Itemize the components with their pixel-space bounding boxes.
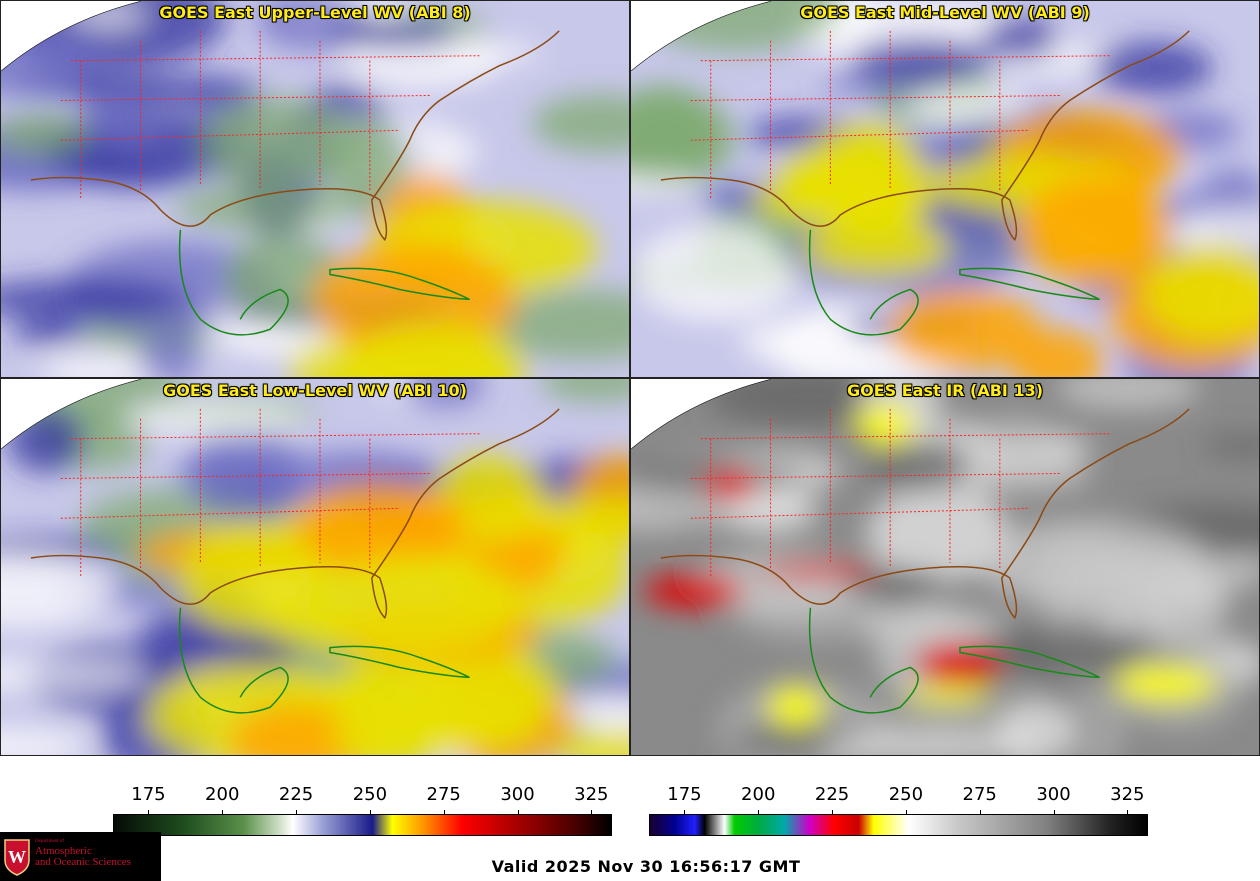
ir-colorbar [649, 814, 1148, 836]
wv-colorbar-ticks: 175 200 225 250 275 300 325 [113, 784, 612, 815]
panel-title: GOES East Mid-Level WV (ABI 9) [800, 3, 1090, 22]
colorbar-tick-label: 275 [426, 784, 461, 805]
colorbar-tick-mark [296, 810, 298, 815]
logo-atmospheric: Atmospheric [35, 845, 92, 857]
colorbar-tick-label: 225 [814, 784, 850, 805]
satellite-image-mid-level-wv [631, 1, 1259, 377]
colorbar-tick-label: 225 [278, 784, 314, 805]
colorbar-tick-label: 200 [741, 784, 776, 805]
panel-ir: GOES East IR (ABI 13) [630, 378, 1260, 756]
colorbar-tick-mark [758, 810, 760, 815]
colorbar-tick-mark [1127, 810, 1129, 815]
colorbar-tick-mark [832, 810, 834, 815]
panel-mid-level-wv: GOES East Mid-Level WV (ABI 9) [630, 0, 1260, 378]
satellite-image-low-level-wv [1, 379, 629, 755]
panel-low-level-wv: GOES East Low-Level WV (ABI 10) [0, 378, 630, 756]
colorbar-tick-mark [684, 810, 686, 815]
uw-crest-icon: W [4, 839, 30, 876]
colorbar-tick-label: 175 [131, 784, 166, 805]
colorbar-tick-mark [517, 810, 519, 815]
panel-title: GOES East IR (ABI 13) [846, 381, 1044, 400]
colorbar-tick-label: 175 [667, 784, 702, 805]
colorbar-tick-label: 275 [962, 784, 997, 805]
colorbar-tick-label: 200 [205, 784, 240, 805]
satellite-image-upper-level-wv [1, 1, 629, 377]
colorbar-tick-label: 325 [574, 784, 609, 805]
satellite-image-ir [631, 379, 1259, 755]
logo-oceanic-sciences: and Oceanic Sciences [35, 856, 131, 868]
uw-aos-logo: W Department of Atmospheric and Oceanic … [0, 832, 161, 881]
colorbar-tick-mark [222, 810, 224, 815]
colorbar-tick-mark [979, 810, 981, 815]
colorbar-tick-label: 300 [500, 784, 535, 805]
panel-upper-level-wv: GOES East Upper-Level WV (ABI 8) [0, 0, 630, 378]
panel-title: GOES East Low-Level WV (ABI 10) [163, 381, 467, 400]
colorbar-tick-mark [905, 810, 907, 815]
logo-department: Department of [35, 839, 65, 844]
colorbar-tick-label: 300 [1036, 784, 1071, 805]
wv-colorbar [113, 814, 612, 836]
colorbar-tick-mark [591, 810, 593, 815]
colorbar-tick-mark [369, 810, 371, 815]
valid-time: Valid 2025 Nov 30 16:56:17 GMT [491, 857, 801, 876]
colorbar-tick-label: 250 [888, 784, 924, 805]
colorbar-tick-mark [1053, 810, 1055, 815]
colorbar-tick-label: 325 [1110, 784, 1145, 805]
colorbar-tick-mark [443, 810, 445, 815]
ir-colorbar-ticks: 175 200 225 250 275 300 325 [649, 784, 1148, 815]
svg-text:W: W [8, 847, 26, 867]
colorbar-tick-label: 250 [352, 784, 388, 805]
panel-title: GOES East Upper-Level WV (ABI 8) [159, 3, 471, 22]
colorbar-tick-mark [148, 810, 150, 815]
